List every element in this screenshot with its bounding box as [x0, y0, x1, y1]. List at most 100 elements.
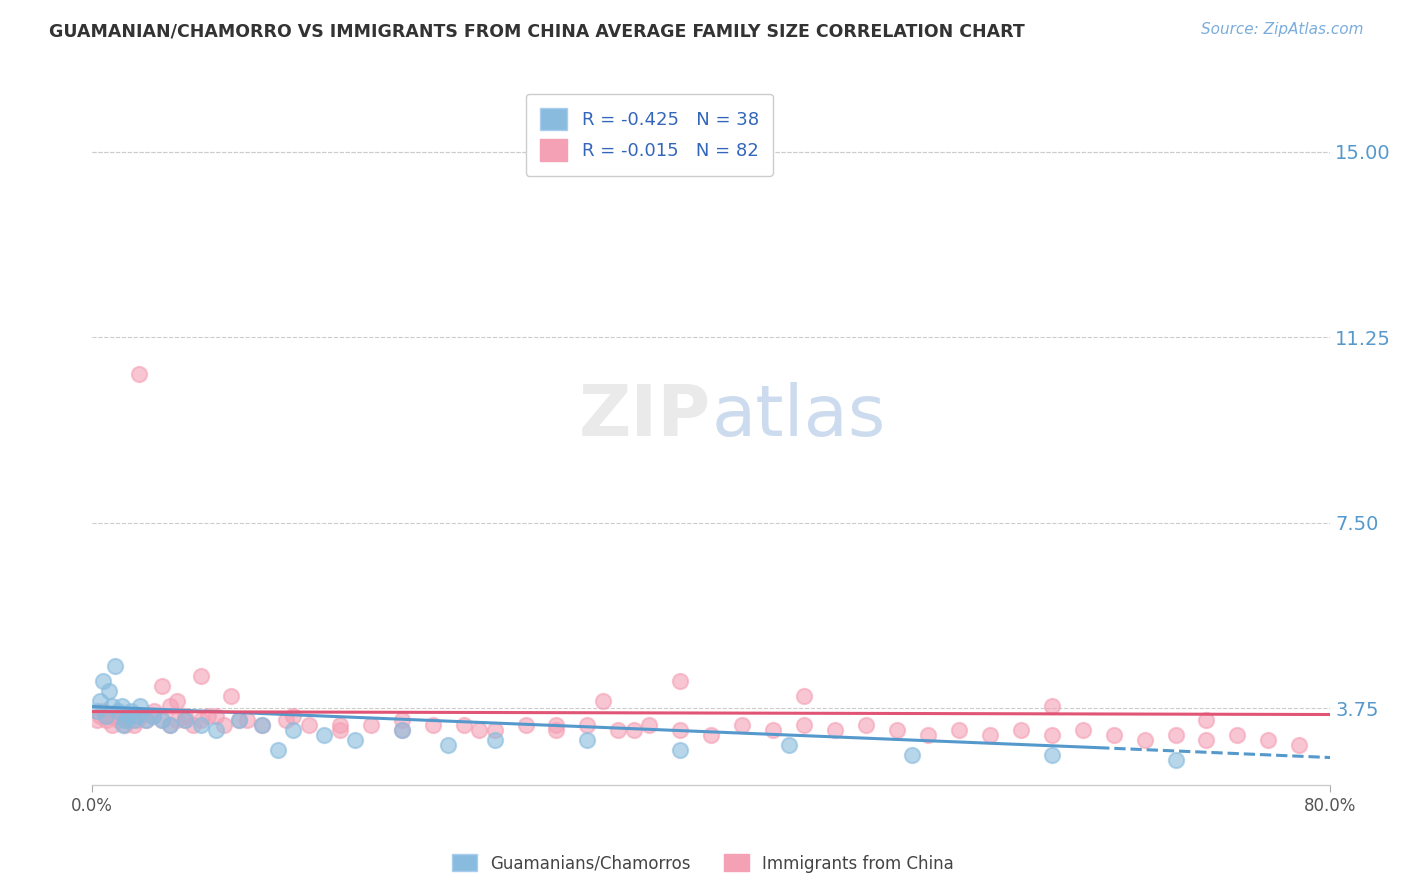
Point	[120, 708, 142, 723]
Point	[1288, 738, 1310, 752]
Point	[190, 669, 212, 683]
Point	[731, 718, 754, 732]
Point	[228, 714, 250, 728]
Point	[150, 714, 173, 728]
Point	[125, 714, 148, 728]
Point	[91, 673, 114, 688]
Point	[546, 718, 568, 732]
Point	[205, 708, 228, 723]
Point	[101, 718, 124, 732]
Point	[979, 728, 1001, 742]
Point	[120, 704, 142, 718]
Point	[112, 718, 135, 732]
Point	[166, 694, 188, 708]
Point	[793, 718, 815, 732]
Point	[159, 718, 181, 732]
Point	[122, 714, 145, 728]
Point	[298, 718, 321, 732]
Point	[94, 714, 117, 728]
Text: ZIP: ZIP	[579, 383, 711, 451]
Text: Source: ZipAtlas.com: Source: ZipAtlas.com	[1201, 22, 1364, 37]
Point	[669, 743, 692, 757]
Point	[143, 704, 166, 718]
Point	[91, 704, 114, 718]
Text: atlas: atlas	[711, 383, 886, 451]
Point	[901, 747, 924, 762]
Point	[150, 679, 173, 693]
Point	[391, 723, 413, 738]
Point	[1257, 733, 1279, 747]
Point	[174, 714, 197, 728]
Point	[98, 683, 121, 698]
Point	[114, 714, 136, 728]
Point	[274, 714, 297, 728]
Point	[228, 714, 250, 728]
Point	[181, 718, 204, 732]
Point	[576, 733, 599, 747]
Point	[98, 708, 121, 723]
Point	[1195, 733, 1218, 747]
Point	[212, 718, 235, 732]
Point	[391, 714, 413, 728]
Point	[107, 704, 129, 718]
Point	[1164, 728, 1187, 742]
Point	[135, 714, 157, 728]
Point	[252, 718, 274, 732]
Point	[515, 718, 537, 732]
Point	[267, 743, 290, 757]
Point	[1164, 753, 1187, 767]
Point	[1040, 698, 1063, 713]
Point	[129, 708, 152, 723]
Legend: Guamanians/Chamorros, Immigrants from China: Guamanians/Chamorros, Immigrants from Ch…	[446, 847, 960, 880]
Point	[104, 708, 127, 723]
Point	[197, 708, 219, 723]
Point	[886, 723, 908, 738]
Point	[86, 704, 108, 718]
Point	[110, 708, 132, 723]
Point	[94, 708, 117, 723]
Point	[607, 723, 630, 738]
Point	[638, 718, 661, 732]
Point	[110, 698, 132, 713]
Point	[141, 708, 163, 723]
Point	[150, 714, 173, 728]
Point	[855, 718, 877, 732]
Point	[283, 708, 305, 723]
Point	[484, 723, 506, 738]
Point	[1010, 723, 1032, 738]
Point	[1226, 728, 1249, 742]
Legend: R = -0.425   N = 38, R = -0.015   N = 82: R = -0.425 N = 38, R = -0.015 N = 82	[526, 94, 773, 176]
Point	[592, 694, 614, 708]
Point	[159, 698, 181, 713]
Point	[314, 728, 336, 742]
Point	[484, 733, 506, 747]
Point	[104, 659, 127, 673]
Point	[159, 718, 181, 732]
Point	[166, 714, 188, 728]
Point	[1133, 733, 1156, 747]
Point	[1071, 723, 1094, 738]
Point	[762, 723, 785, 738]
Point	[824, 723, 846, 738]
Point	[135, 714, 157, 728]
Point	[793, 689, 815, 703]
Point	[117, 714, 139, 728]
Point	[468, 723, 491, 738]
Point	[360, 718, 382, 732]
Point	[122, 718, 145, 732]
Point	[107, 714, 129, 728]
Point	[114, 718, 136, 732]
Point	[89, 708, 111, 723]
Point	[236, 714, 259, 728]
Point	[252, 718, 274, 732]
Point	[391, 723, 413, 738]
Point	[190, 714, 212, 728]
Point	[1102, 728, 1125, 742]
Point	[129, 698, 152, 713]
Point	[1040, 747, 1063, 762]
Point	[125, 708, 148, 723]
Point	[89, 694, 111, 708]
Point	[141, 708, 163, 723]
Point	[86, 714, 108, 728]
Point	[422, 718, 444, 732]
